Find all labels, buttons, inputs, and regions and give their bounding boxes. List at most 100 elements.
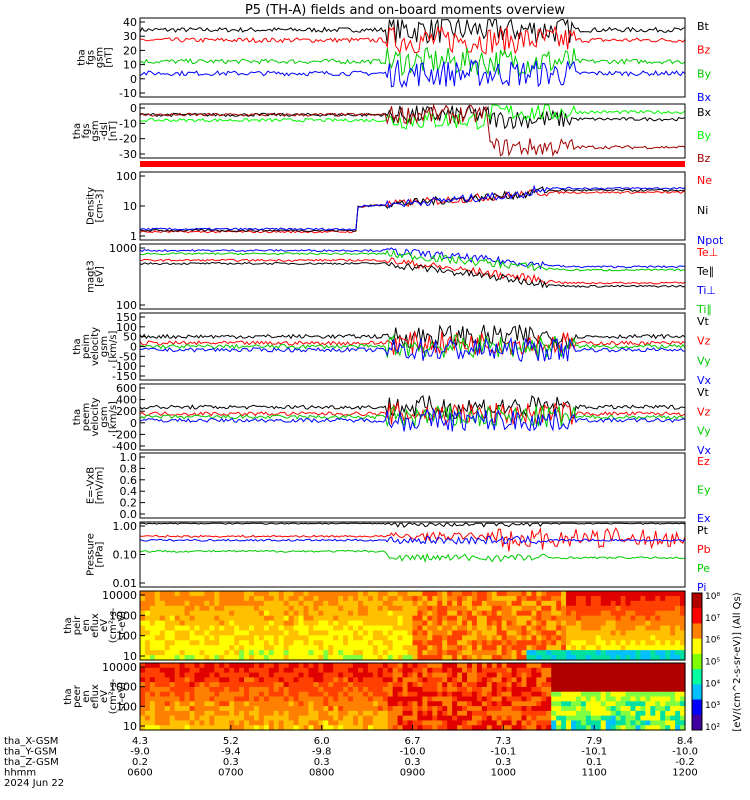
spectrogram-cell	[660, 591, 666, 597]
spectrogram-cell	[392, 595, 399, 602]
x-tick-label: -9.0	[130, 747, 150, 758]
spectrogram-cell	[234, 605, 240, 612]
spectrogram-cell	[541, 655, 547, 661]
spectrogram-cell	[665, 720, 671, 726]
spectrogram-cell	[278, 595, 285, 602]
spectrogram-cell	[546, 715, 552, 722]
spectrogram-cell	[159, 620, 166, 627]
spectrogram-cell	[531, 677, 537, 683]
spectrogram-cell	[630, 645, 637, 651]
spectrogram-cell	[308, 630, 315, 636]
spectrogram-cell	[268, 655, 275, 661]
spectrogram-cell	[372, 650, 379, 656]
spectrogram-cell	[144, 701, 151, 707]
spectrogram-cell	[516, 710, 523, 717]
spectrogram-cell	[650, 635, 656, 641]
spectrogram-cell	[219, 710, 225, 717]
spectrogram-cell	[566, 645, 572, 651]
spectrogram-cell	[249, 672, 255, 678]
spectrogram-cell	[516, 701, 523, 707]
spectrogram-cell	[184, 640, 191, 646]
spectrogram-cell	[199, 691, 206, 698]
spectrogram-cell	[169, 610, 176, 617]
spectrogram-cell	[214, 686, 220, 693]
legend-entry-Te∥: Te∥	[696, 265, 714, 278]
spectrogram-cell	[407, 595, 414, 602]
spectrogram-cell	[372, 591, 379, 597]
series-line-Vx	[139, 407, 686, 432]
spectrogram-cell	[417, 663, 424, 669]
spectrogram-cell	[253, 591, 260, 597]
spectrogram-cell	[224, 706, 230, 712]
spectrogram-cell	[605, 640, 612, 646]
spectrogram-cell	[467, 595, 473, 602]
spectrogram-cell	[204, 691, 210, 698]
x-tick-label: -10.1	[490, 747, 516, 758]
spectrogram-cell	[199, 682, 206, 688]
spectrogram-cell	[630, 595, 637, 602]
spectrogram-cell	[412, 725, 419, 731]
spectrogram-cell	[199, 715, 206, 722]
spectrogram-cell	[239, 595, 245, 602]
spectrogram-cell	[283, 715, 290, 722]
spectrogram-cell	[154, 715, 161, 722]
spectrogram-cell	[209, 696, 215, 702]
y-tick-label: 0.4	[120, 485, 138, 498]
spectrogram-cell	[362, 655, 369, 661]
spectrogram-cell	[640, 645, 646, 651]
spectrogram-cell	[387, 630, 394, 636]
spectrogram-cell	[615, 650, 622, 656]
spectrogram-cell	[303, 650, 310, 656]
spectrogram-cell	[457, 620, 463, 627]
spectrogram-cell	[516, 615, 523, 622]
spectrogram-cell	[457, 610, 463, 617]
spectrogram-cell	[189, 630, 196, 636]
spectrogram-cell	[511, 635, 518, 641]
spectrogram-cell	[452, 605, 458, 612]
spectrogram-cell	[229, 710, 235, 717]
spectrogram-cell	[536, 615, 542, 622]
spectrogram-cell	[224, 625, 230, 632]
spectrogram-cell	[501, 710, 508, 717]
spectrogram-cell	[640, 672, 646, 678]
spectrogram-cell	[234, 715, 240, 722]
spectrogram-cell	[427, 691, 433, 698]
spectrogram-cell	[283, 625, 290, 632]
spectrogram-cell	[427, 655, 433, 661]
y-tick-label: 10	[123, 720, 137, 733]
spectrogram-cell	[144, 645, 151, 651]
spectrogram-cell	[680, 696, 686, 702]
spectrogram-cell	[239, 663, 245, 669]
spectrogram-cell	[471, 701, 478, 707]
spectrogram-cell	[367, 640, 374, 646]
x-row-label: 2024 Jun 22	[4, 778, 64, 789]
spectrogram-cell	[323, 682, 329, 688]
spectrogram-cell	[144, 625, 151, 632]
spectrogram-cell	[318, 725, 324, 731]
spectrogram-cell	[328, 686, 334, 693]
spectrogram-cell	[670, 706, 676, 712]
spectrogram-cell	[402, 720, 409, 726]
spectrogram-cell	[318, 595, 324, 602]
spectrogram-cell	[486, 691, 493, 698]
spectrogram-cell	[149, 682, 156, 688]
spectrogram-cell	[199, 630, 206, 636]
spectrogram-cell	[680, 677, 686, 683]
spectrogram-cell	[268, 620, 275, 627]
spectrogram-cell	[308, 691, 315, 698]
spectrogram-cell	[605, 610, 612, 617]
spectrogram-cell	[154, 696, 161, 702]
spectrogram-cell	[154, 655, 161, 661]
legend-entry-Vy: Vy	[697, 354, 711, 367]
spectrogram-cell	[645, 667, 651, 674]
spectrogram-cell	[288, 710, 295, 717]
spectrogram-cell	[526, 595, 533, 602]
spectrogram-cell	[209, 650, 215, 656]
spectrogram-cell	[620, 667, 627, 674]
spectrogram-cell	[491, 667, 498, 674]
spectrogram-cell	[595, 650, 602, 656]
spectrogram-cell	[333, 715, 339, 722]
spectrogram-cell	[640, 600, 646, 607]
spectrogram-cell	[580, 595, 587, 602]
spectrogram-cell	[422, 635, 428, 641]
